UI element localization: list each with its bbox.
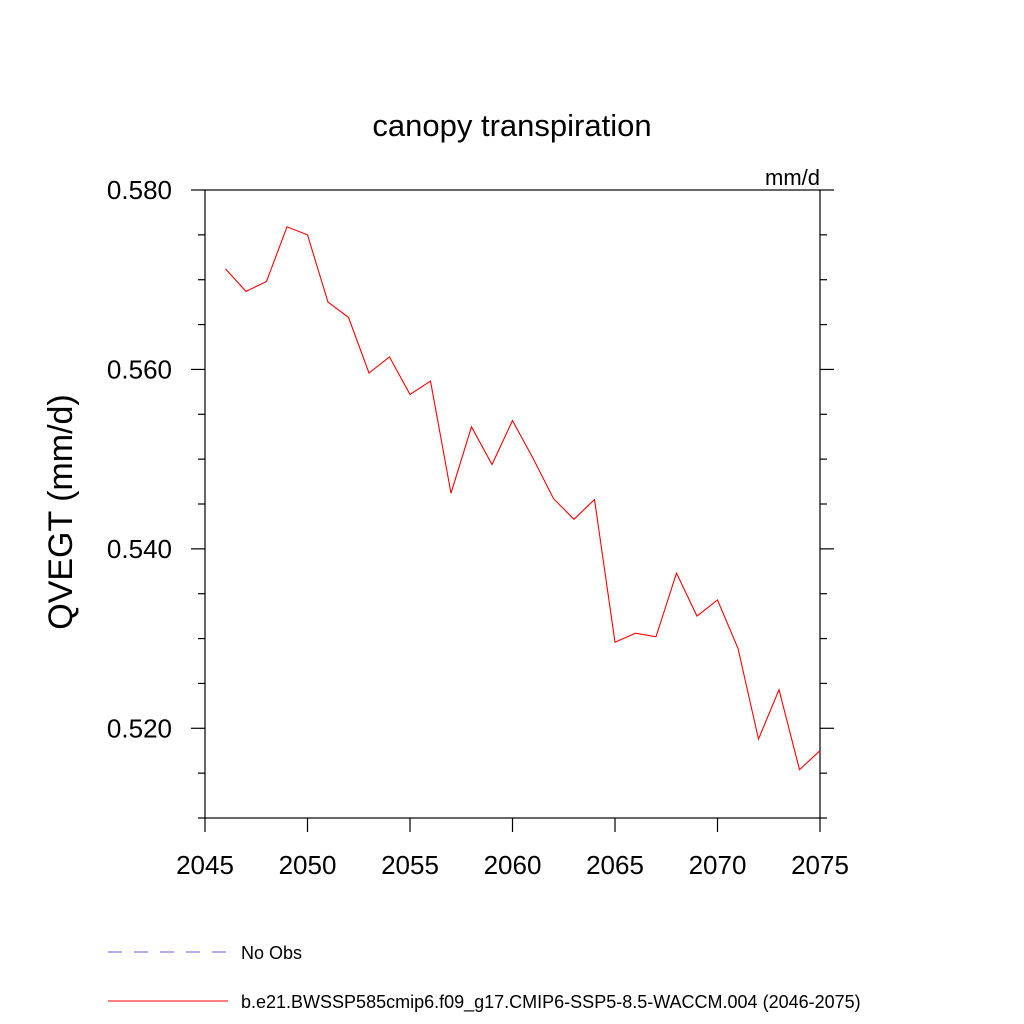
legend-label: No Obs [241,943,302,963]
legend: No Obs b.e21.BWSSP585cmip6.f09_g17.CMIP6-… [108,943,861,1013]
units-label: mm/d [765,165,820,190]
y-tick-label: 0.560 [107,354,172,384]
x-tick-label: 2070 [689,850,747,880]
x-tick-label: 2060 [484,850,542,880]
plot-frame [204,189,821,819]
y-tick-label: 0.540 [107,534,172,564]
legend-label: b.e21.BWSSP585cmip6.f09_g17.CMIP6-SSP5-8… [241,992,861,1013]
y-tick-label: 0.580 [107,175,172,205]
x-tick-label: 2065 [586,850,644,880]
x-tick-label: 2045 [176,850,234,880]
x-tick-label: 2055 [381,850,439,880]
y-axis-label: QVEGT (mm/d) [42,394,80,630]
x-tick-label: 2075 [791,850,849,880]
series-layer [225,226,821,771]
x-tick-label: 2050 [279,850,337,880]
chart-title: canopy transpiration [372,108,651,143]
axis-ticks: 2045 2050 2055 2060 2065 2070 2075 0.520 0.540 0.… [107,175,849,880]
y-tick-label: 0.520 [107,713,172,743]
series-line [225,226,821,771]
